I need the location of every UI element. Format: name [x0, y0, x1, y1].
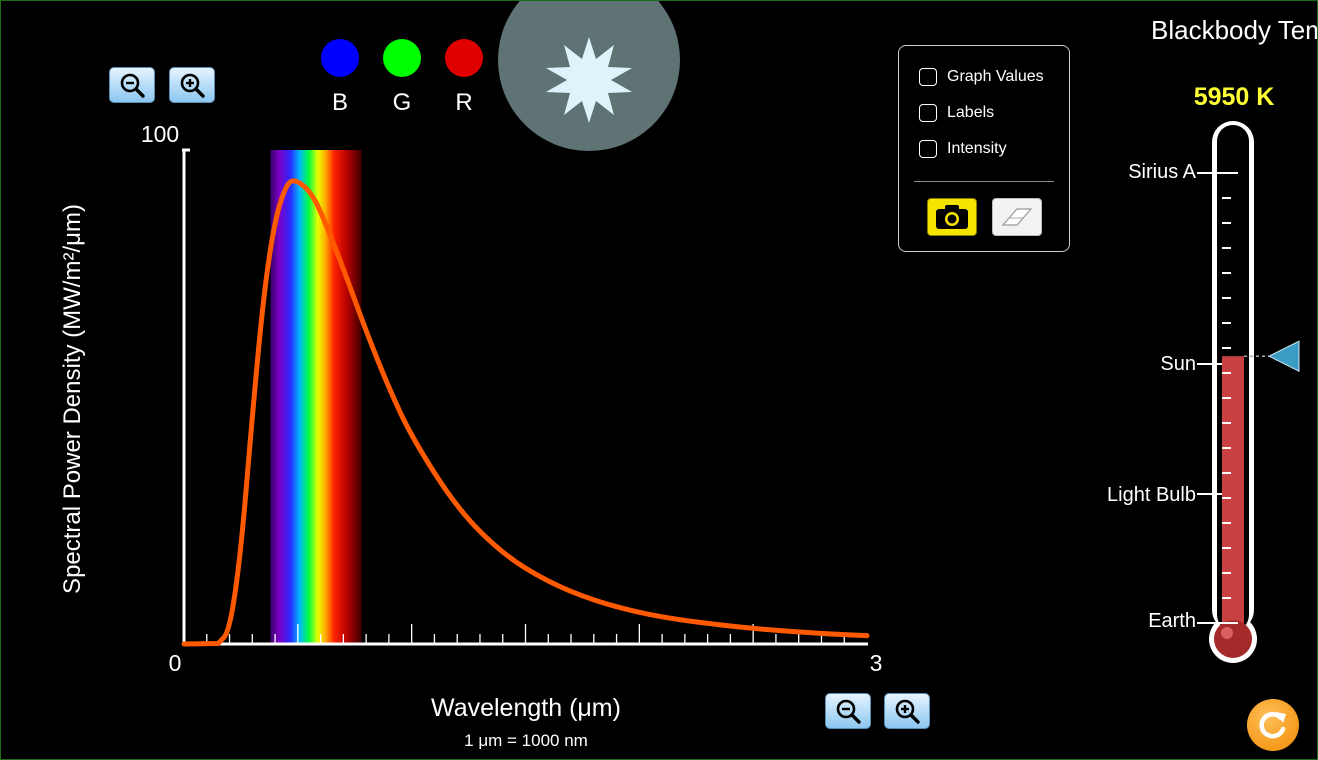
y-max-label: 100	[141, 121, 179, 147]
eraser-icon	[1001, 208, 1033, 226]
zoom-in-icon	[180, 73, 205, 98]
labels-option[interactable]: Labels	[919, 104, 994, 122]
eraser-button[interactable]	[992, 198, 1042, 236]
graph-values-checkbox[interactable]	[919, 68, 937, 86]
marker-light-bulb: Light Bulb	[1107, 484, 1196, 506]
camera-button[interactable]	[927, 198, 977, 236]
options-panel: Graph Values Labels Intensity	[898, 45, 1070, 252]
green-indicator-dot	[383, 39, 421, 77]
star-color-disc	[498, 1, 680, 151]
y-zoom-in-button[interactable]	[169, 67, 215, 103]
thermometer-fill	[1222, 356, 1244, 631]
thermometer	[1197, 121, 1300, 663]
marker-sirius-a: Sirius A	[1128, 161, 1196, 183]
thermometer-ticks	[1197, 172, 1238, 624]
labels-checkbox[interactable]	[919, 104, 937, 122]
reset-icon	[1259, 712, 1286, 739]
y-zoom-out-button[interactable]	[109, 67, 155, 103]
x-axis-ticks	[206, 624, 845, 644]
zoom-out-icon	[836, 699, 861, 724]
camera-icon	[936, 205, 968, 229]
y-axis-label: Spectral Power Density (MW/m²/μm)	[59, 204, 86, 594]
intensity-option[interactable]: Intensity	[919, 140, 1007, 158]
x-zoom-out-button[interactable]	[825, 693, 871, 729]
visible-spectrum-band	[270, 150, 362, 644]
x-axis-label: Wavelength (μm)	[431, 694, 621, 722]
temperature-title: Blackbody Temperature	[1151, 15, 1317, 45]
reset-button[interactable]	[1247, 699, 1299, 751]
blue-indicator-dot	[321, 39, 359, 77]
panel-divider	[914, 181, 1054, 182]
blue-label: B	[331, 89, 348, 116]
green-label: G	[392, 89, 412, 116]
labels-label: Labels	[947, 104, 995, 121]
intensity-label: Intensity	[947, 140, 1007, 157]
thermometer-bulb	[1214, 620, 1252, 658]
spectrum-curve	[181, 178, 870, 647]
graph-values-option[interactable]: Graph Values	[919, 68, 1044, 86]
marker-earth: Earth	[1148, 610, 1196, 632]
graph-values-label: Graph Values	[947, 68, 1044, 85]
red-indicator-dot	[445, 39, 483, 77]
bulb-highlight	[1221, 627, 1233, 639]
star-icon	[546, 37, 632, 123]
intensity-checkbox[interactable]	[919, 140, 937, 158]
zoom-out-icon	[120, 73, 145, 98]
red-label: R	[455, 89, 473, 116]
x-min-label: 0	[169, 650, 182, 676]
x-max-label: 3	[870, 650, 883, 676]
temperature-value: 5950 K	[1193, 83, 1275, 111]
temperature-slider-handle[interactable]	[1267, 340, 1300, 373]
zoom-in-icon	[895, 699, 920, 724]
x-zoom-in-button[interactable]	[884, 693, 930, 729]
x-axis-note: 1 μm = 1000 nm	[464, 731, 588, 750]
marker-sun: Sun	[1160, 353, 1196, 375]
